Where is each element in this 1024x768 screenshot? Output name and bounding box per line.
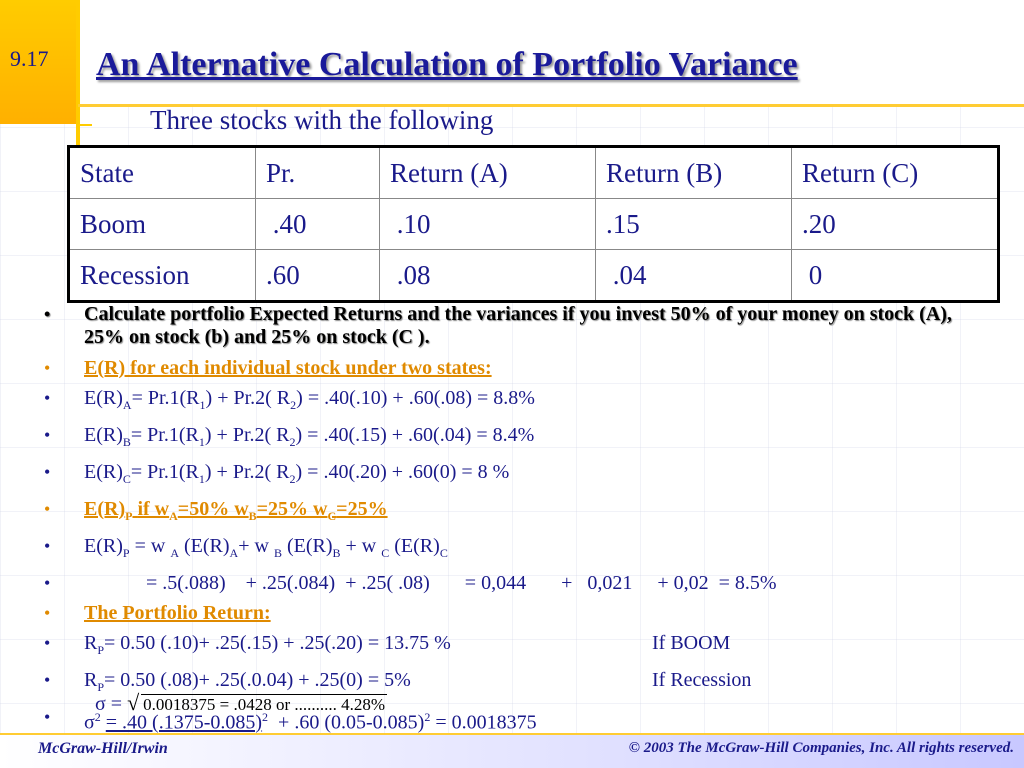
section-heading: The Portfolio Return: xyxy=(84,602,271,624)
sigma-formula: σ = √ 0.0018375 = .0428 or .......... 4.2… xyxy=(95,690,388,715)
formula-text: ) + Pr.2( R xyxy=(204,461,290,483)
list-item: • E(R)A= Pr.1(R1) + Pr.2( R2) = .40(.10) … xyxy=(44,387,535,412)
footer-publisher: McGraw-Hill/Irwin xyxy=(38,740,168,757)
list-item: • E(R)B= Pr.1(R1) + Pr.2( R2) = .40(.15) … xyxy=(44,424,535,449)
calculation-text: = .5(.088) + .25(.084) + .25( .08) = 0,0… xyxy=(146,572,777,594)
table-cell: .60 xyxy=(255,249,380,302)
formula-text: = 0.50 (.10)+ .25(.15) + .25(.20) = 13.7… xyxy=(104,632,451,654)
sqrt-expression: 0.0018375 = .0428 or .......... 4.28% xyxy=(141,694,388,714)
formula-text: + .60 (0.05-0.085) xyxy=(268,711,425,734)
formula-text: = .40 (.1375-0.085) xyxy=(105,711,263,734)
list-item: • E(R)P = w A (E(R)A+ w B (E(R)B + w C (E… xyxy=(44,535,448,560)
table-row: Recession .60 .08 .04 0 xyxy=(68,249,999,302)
footer-band xyxy=(0,733,1024,768)
formula-text: = 0.0018375 xyxy=(430,711,537,734)
table-header: Return (A) xyxy=(379,146,596,199)
table-header: Pr. xyxy=(255,146,380,199)
table-cell: .08 xyxy=(379,249,596,302)
formula-text: = w xyxy=(134,535,166,557)
slide-title: An Alternative Calculation of Portfolio … xyxy=(96,46,798,83)
table-cell: .10 xyxy=(379,198,596,250)
slide-subtitle: Three stocks with the following xyxy=(150,105,494,135)
table-header: Return (C) xyxy=(791,146,999,199)
list-item: • E(R)P if wA=50% wB=25% wC=25% xyxy=(44,498,388,523)
formula-text: ) + Pr.2( R xyxy=(204,424,290,446)
formula-text: ) = .40(.20) + .60(0) = 8 % xyxy=(295,461,510,483)
weights-heading: E(R)P if wA=50% wB=25% wC=25% xyxy=(84,498,388,523)
slide-number: 9.17 xyxy=(10,46,49,71)
table-cell: .15 xyxy=(595,198,792,250)
table-header-row: State Pr. Return (A) Return (B) Return (… xyxy=(68,146,999,199)
table-cell: .20 xyxy=(791,198,999,250)
list-item: • Calculate portfolio Expected Returns an… xyxy=(44,303,952,348)
list-item: • The Portfolio Return: xyxy=(44,602,271,624)
instruction-text: Calculate portfolio Expected Returns and… xyxy=(84,303,952,348)
table-cell: Boom xyxy=(68,198,256,250)
table-cell: 0 xyxy=(791,249,999,302)
list-item: • = .5(.088) + .25(.084) + .25( .08) = 0,… xyxy=(44,572,777,594)
footer-copyright: © 2003 The McGraw-Hill Companies, Inc. A… xyxy=(628,740,1014,756)
formula-text: = 0.50 (.08)+ .25(.0.04) + .25(0) = 5% xyxy=(104,669,411,691)
formula-text: ) = .40(.15) + .60(.04) = 8.4% xyxy=(295,424,535,446)
table-row: Boom .40 .10 .15 .20 xyxy=(68,198,999,250)
formula-text: ) + Pr.2( R xyxy=(205,387,291,409)
list-item: • E(R)C= Pr.1(R1) + Pr.2( R2) = .40(.20) … xyxy=(44,461,510,486)
table-header: State xyxy=(68,146,256,199)
title-rule xyxy=(78,104,1024,107)
list-item: • RP= 0.50 (.10)+ .25(.15) + .25(.20) = 1… xyxy=(40,628,1000,665)
table-cell: .04 xyxy=(595,249,792,302)
formula-text: = Pr.1(R xyxy=(130,424,199,446)
list-item: • RP= 0.50 (.08)+ .25(.0.04) + .25(0) = 5… xyxy=(40,665,1000,702)
accent-tick xyxy=(78,124,92,126)
section-heading: E(R) for each individual stock under two… xyxy=(84,357,492,379)
list-item: • σ2 = .40 (.1375-0.085)2 + .60 (0.05-0.0… xyxy=(44,707,537,734)
formula-text: = Pr.1(R xyxy=(130,461,199,483)
bullet-list: • Calculate portfolio Expected Returns an… xyxy=(40,303,1000,738)
table-cell: .40 xyxy=(255,198,380,250)
state-label: If Recession xyxy=(652,669,752,691)
footer-rule xyxy=(0,733,1024,735)
table-header: Return (B) xyxy=(595,146,792,199)
slide-number-tab xyxy=(0,0,78,124)
accent-bar xyxy=(76,0,80,150)
returns-table: State Pr. Return (A) Return (B) Return (… xyxy=(67,145,1000,303)
title-area xyxy=(78,0,1024,104)
state-label: If BOOM xyxy=(652,632,731,654)
formula-text: ) = .40(.10) + .60(.08) = 8.8% xyxy=(296,387,535,409)
table-cell: Recession xyxy=(68,249,256,302)
list-item: • E(R) for each individual stock under tw… xyxy=(44,357,492,379)
formula-text: = Pr.1(R xyxy=(131,387,200,409)
